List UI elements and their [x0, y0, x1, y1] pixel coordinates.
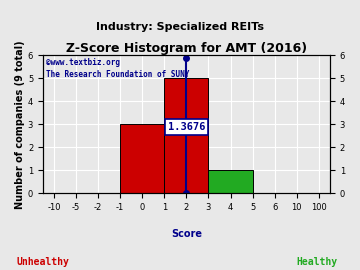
Text: Healthy: Healthy — [296, 256, 337, 266]
Y-axis label: Number of companies (9 total): Number of companies (9 total) — [15, 40, 25, 208]
Title: Z-Score Histogram for AMT (2016): Z-Score Histogram for AMT (2016) — [66, 42, 307, 55]
Text: 1.3676: 1.3676 — [168, 122, 205, 132]
Bar — [120, 124, 164, 193]
Text: The Research Foundation of SUNY: The Research Foundation of SUNY — [46, 70, 189, 79]
Text: Industry: Specialized REITs: Industry: Specialized REITs — [96, 22, 264, 32]
Text: ©www.textbiz.org: ©www.textbiz.org — [46, 58, 120, 67]
X-axis label: Score: Score — [171, 229, 202, 239]
Bar — [164, 78, 208, 193]
Bar — [208, 170, 253, 193]
Text: Unhealthy: Unhealthy — [17, 256, 69, 266]
